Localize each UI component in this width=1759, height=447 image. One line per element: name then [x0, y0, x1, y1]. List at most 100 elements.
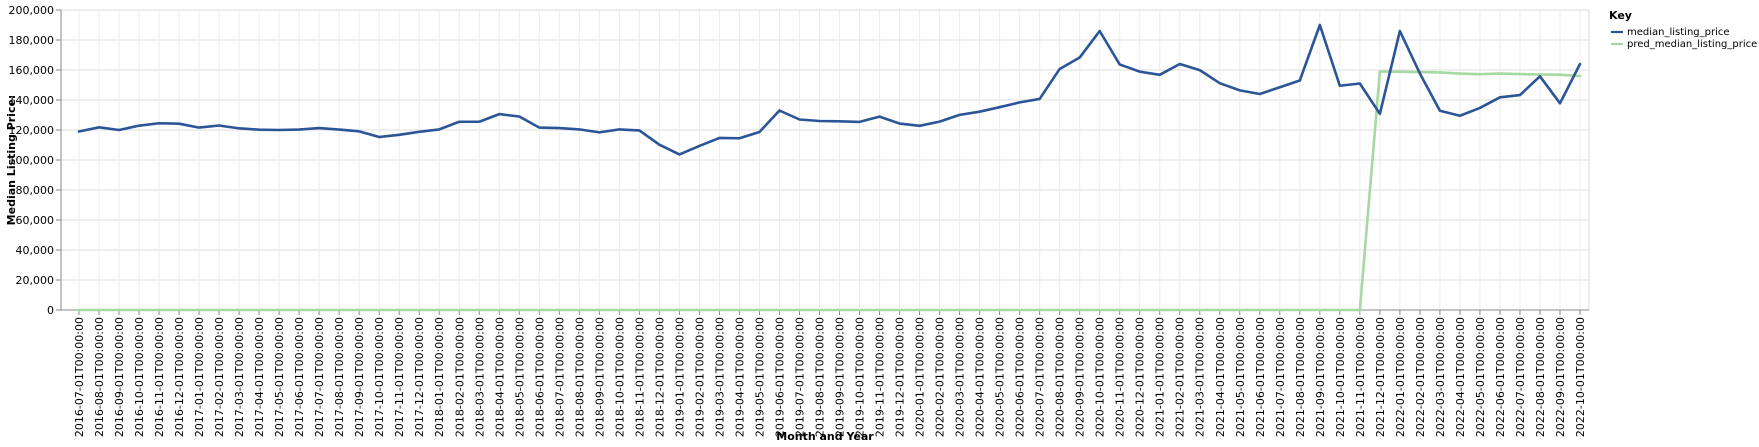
x-tick-label: 2018-05-01T00:00:00 — [513, 317, 526, 437]
series-line-pred-median-listing-price — [77, 70, 1582, 312]
series-lines — [77, 23, 1582, 312]
x-tick-label: 2022-01-01T00:00:00 — [1394, 317, 1407, 437]
x-tick-label: 2021-05-01T00:00:00 — [1234, 317, 1247, 437]
x-tick-label: 2019-03-01T00:00:00 — [713, 317, 726, 437]
x-tick-label: 2022-03-01T00:00:00 — [1434, 317, 1447, 437]
y-tick-label: 200,000 — [9, 4, 55, 17]
x-tick-label: 2018-02-01T00:00:00 — [453, 317, 466, 437]
x-tick-label: 2016-11-01T00:00:00 — [153, 317, 166, 437]
x-tick-label: 2021-08-01T00:00:00 — [1294, 317, 1307, 437]
series-line-median-listing-price — [77, 23, 1582, 156]
legend-title: Key — [1609, 9, 1632, 22]
x-tick-label: 2020-09-01T00:00:00 — [1074, 317, 1087, 437]
x-tick-label: 2017-11-01T00:00:00 — [393, 317, 406, 437]
x-tick-label: 2018-01-01T00:00:00 — [433, 317, 446, 437]
x-tick-label: 2016-10-01T00:00:00 — [133, 317, 146, 437]
y-tick-label: 20,000 — [16, 274, 55, 287]
x-tick-label: 2021-11-01T00:00:00 — [1354, 317, 1367, 437]
x-tick-label: 2019-12-01T00:00:00 — [894, 317, 907, 437]
x-tick-label: 2022-05-01T00:00:00 — [1474, 317, 1487, 437]
x-tick-label: 2017-05-01T00:00:00 — [273, 317, 286, 437]
x-tick-label: 2019-05-01T00:00:00 — [753, 317, 766, 437]
x-tick-label: 2021-01-01T00:00:00 — [1154, 317, 1167, 437]
x-tick-label: 2016-07-01T00:00:00 — [73, 317, 86, 437]
x-tick-label: 2022-09-01T00:00:00 — [1554, 317, 1567, 437]
x-tick-label: 2019-08-01T00:00:00 — [813, 317, 826, 437]
x-tick-label: 2021-06-01T00:00:00 — [1254, 317, 1267, 437]
x-tick-label: 2019-04-01T00:00:00 — [733, 317, 746, 437]
x-tick-label: 2020-11-01T00:00:00 — [1114, 317, 1127, 437]
x-tick-label: 2019-09-01T00:00:00 — [834, 317, 847, 437]
x-tick-label: 2018-06-01T00:00:00 — [533, 317, 546, 437]
x-tick-label: 2018-08-01T00:00:00 — [573, 317, 586, 437]
x-tick-label: 2021-12-01T00:00:00 — [1374, 317, 1387, 437]
x-tick-label: 2020-02-01T00:00:00 — [934, 317, 947, 437]
x-tick-label: 2019-02-01T00:00:00 — [693, 317, 706, 437]
x-tick-label: 2021-04-01T00:00:00 — [1214, 317, 1227, 437]
x-tick-label: 2020-03-01T00:00:00 — [954, 317, 967, 437]
x-tick-label: 2021-07-01T00:00:00 — [1274, 317, 1287, 437]
x-tick-label: 2019-11-01T00:00:00 — [874, 317, 887, 437]
y-tick-label: 140,000 — [9, 94, 55, 107]
x-tick-label: 2020-07-01T00:00:00 — [1034, 317, 1047, 437]
x-tick-label: 2018-07-01T00:00:00 — [553, 317, 566, 437]
x-axis-title: Month and Year — [776, 430, 874, 443]
x-axis: 2016-07-01T00:00:00 2016-08-01T00:00:00 20… — [61, 309, 1589, 437]
x-tick-label: 2017-12-01T00:00:00 — [413, 317, 426, 437]
y-tick-label: 100,000 — [9, 154, 55, 167]
x-tick-label: 2019-01-01T00:00:00 — [673, 317, 686, 437]
legend-label: median_listing_price — [1627, 27, 1730, 38]
x-tick-label: 2017-04-01T00:00:00 — [253, 317, 266, 437]
x-tick-label: 2017-07-01T00:00:00 — [313, 317, 326, 437]
x-tick-label: 2016-12-01T00:00:00 — [173, 317, 186, 437]
x-tick-label: 2020-12-01T00:00:00 — [1134, 317, 1147, 437]
legend: Key median_listing_pricepred_median_list… — [1609, 9, 1757, 50]
x-tick-label: 2019-07-01T00:00:00 — [793, 317, 806, 437]
x-tick-label: 2020-01-01T00:00:00 — [914, 317, 927, 437]
x-tick-label: 2021-10-01T00:00:00 — [1334, 317, 1347, 437]
x-tick-label: 2017-09-01T00:00:00 — [353, 317, 366, 437]
x-tick-label: 2018-04-01T00:00:00 — [493, 317, 506, 437]
x-tick-label: 2016-08-01T00:00:00 — [93, 317, 106, 437]
y-axis: 0 20,000 40,000 60,000 80,000 100,000 120,000 1… — [9, 4, 62, 317]
x-tick-label: 2020-04-01T00:00:00 — [974, 317, 987, 437]
x-tick-label: 2020-10-01T00:00:00 — [1094, 317, 1107, 437]
x-tick-label: 2021-02-01T00:00:00 — [1174, 317, 1187, 437]
y-tick-label: 160,000 — [9, 64, 55, 77]
x-tick-label: 2022-04-01T00:00:00 — [1454, 317, 1467, 437]
legend-label: pred_median_listing_price — [1627, 39, 1757, 50]
x-tick-label: 2022-02-01T00:00:00 — [1414, 317, 1427, 437]
x-tick-label: 2022-10-01T00:00:00 — [1574, 317, 1587, 437]
x-tick-label: 2017-01-01T00:00:00 — [193, 317, 206, 437]
y-tick-label: 60,000 — [16, 214, 55, 227]
x-tick-label: 2017-10-01T00:00:00 — [373, 317, 386, 437]
y-tick-label: 120,000 — [9, 124, 55, 137]
x-tick-label: 2018-11-01T00:00:00 — [633, 317, 646, 437]
x-tick-label: 2022-06-01T00:00:00 — [1494, 317, 1507, 437]
x-tick-label: 2021-03-01T00:00:00 — [1194, 317, 1207, 437]
x-tick-label: 2019-06-01T00:00:00 — [773, 317, 786, 437]
x-tick-label: 2017-06-01T00:00:00 — [293, 317, 306, 437]
x-tick-label: 2017-02-01T00:00:00 — [213, 317, 226, 437]
x-tick-label: 2017-03-01T00:00:00 — [233, 317, 246, 437]
y-tick-label: 40,000 — [16, 244, 55, 257]
x-tick-label: 2020-08-01T00:00:00 — [1054, 317, 1067, 437]
x-tick-label: 2018-12-01T00:00:00 — [653, 317, 666, 437]
y-tick-label: 0 — [47, 304, 54, 317]
x-tick-label: 2021-09-01T00:00:00 — [1314, 317, 1327, 437]
grid-lines — [61, 9, 1589, 311]
y-axis-title: Median Listing Price: — [5, 95, 18, 226]
x-tick-label: 2018-09-01T00:00:00 — [593, 317, 606, 437]
x-tick-label: 2020-05-01T00:00:00 — [994, 317, 1007, 437]
y-tick-label: 80,000 — [16, 184, 55, 197]
x-tick-label: 2020-06-01T00:00:00 — [1014, 317, 1027, 437]
x-tick-label: 2018-03-01T00:00:00 — [473, 317, 486, 437]
x-tick-label: 2019-10-01T00:00:00 — [854, 317, 867, 437]
y-tick-label: 180,000 — [9, 34, 55, 47]
x-tick-label: 2016-09-01T00:00:00 — [113, 317, 126, 437]
x-tick-label: 2022-08-01T00:00:00 — [1534, 317, 1547, 437]
x-tick-label: 2018-10-01T00:00:00 — [613, 317, 626, 437]
x-tick-label: 2017-08-01T00:00:00 — [333, 317, 346, 437]
